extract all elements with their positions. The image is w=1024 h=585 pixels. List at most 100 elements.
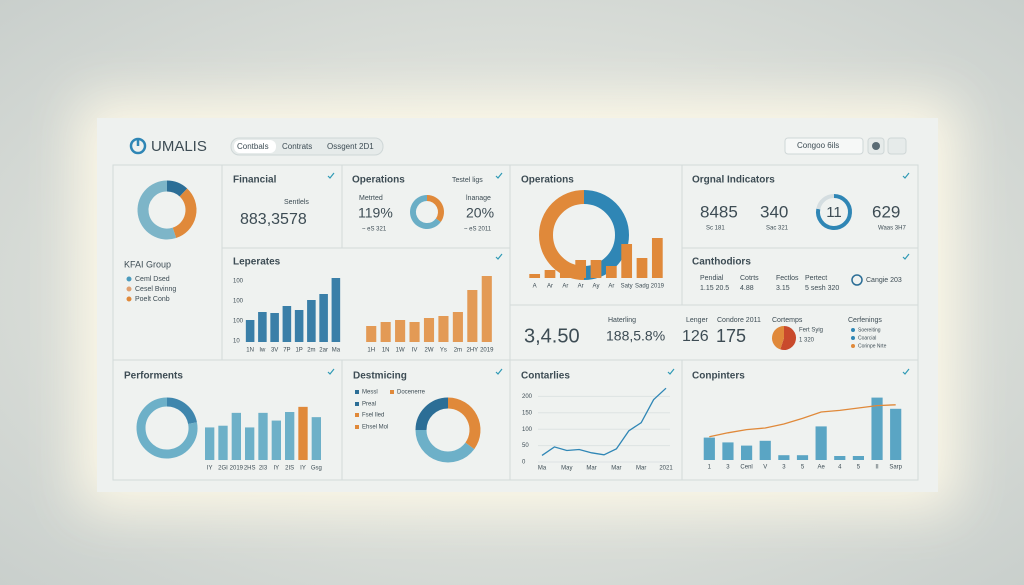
bar (759, 440, 771, 460)
kpi-value: 340 (760, 202, 788, 221)
check-icon (667, 368, 675, 375)
bar (575, 260, 587, 278)
legend-label: Coarcial (858, 335, 876, 341)
x-tick-label: Ae (817, 465, 825, 471)
bar (285, 412, 295, 460)
x-tick-label: II (875, 465, 879, 471)
y-tick-label: 0 (522, 460, 526, 466)
x-tick-label: 7P (283, 348, 290, 354)
legend-swatch (355, 413, 359, 417)
label: Condore 2011 (717, 317, 761, 324)
x-tick-label: 1H (367, 348, 375, 354)
kpi-value: 175 (716, 326, 746, 346)
donut-segment (816, 194, 852, 230)
x-tick-label: Mar (636, 466, 646, 472)
x-tick-label: IY (207, 466, 213, 472)
label: 1.15 20.5 (700, 285, 729, 292)
button[interactable] (887, 137, 907, 155)
panel-title: Canthodiors (692, 257, 751, 268)
x-tick-label: 2GI (218, 466, 228, 472)
line (541, 387, 667, 456)
x-tick-label: Iw (259, 348, 266, 354)
y-tick-label: 200 (522, 394, 533, 400)
y-tick-label: 100 (233, 299, 244, 305)
bar (778, 455, 790, 460)
legend-label: Poelt Conb (135, 296, 170, 303)
search-box[interactable] (784, 137, 864, 155)
legend-label: Ceml Dsed (135, 276, 170, 283)
logo: UMALIS (151, 138, 207, 155)
legend-label: Corinpe Nrte (858, 343, 887, 349)
bar (245, 320, 255, 342)
x-tick-label: A (533, 284, 537, 290)
bar (307, 300, 316, 342)
y-tick-label: 100 (522, 427, 533, 433)
x-tick-label: 5 (801, 465, 805, 471)
label: Lenger (686, 317, 708, 324)
button-icon (872, 142, 880, 150)
y-tick-label: 10 (233, 339, 240, 345)
label: ~ eS 321 (362, 227, 387, 233)
bar (590, 260, 602, 278)
legend-swatch (390, 390, 394, 394)
tab: Contrats (282, 142, 312, 151)
donut-segment (410, 195, 441, 229)
x-tick-label: Mar (586, 466, 596, 472)
x-tick-label: 2019 (230, 466, 244, 472)
tab: Ossgent 2D1 (327, 142, 374, 151)
x-tick-label: Ma (538, 466, 547, 472)
x-tick-label: Gsg (311, 466, 322, 472)
label: Pertect (805, 275, 827, 282)
panel-title: Leperates (233, 257, 281, 268)
panel-title: Performents (124, 371, 183, 382)
x-tick-label: 2I3 (259, 466, 268, 472)
donut-segment (539, 190, 585, 280)
label: Sac 321 (766, 226, 789, 232)
bar (481, 276, 492, 342)
x-tick-label: Ar (578, 284, 584, 290)
kpi-value: 119% (358, 205, 393, 221)
label: ~ eS 2011 (464, 227, 492, 233)
legend-label: Preal (362, 402, 376, 408)
search-text: Congoo 6ils (797, 141, 839, 150)
check-icon (902, 368, 910, 375)
label: Sentlels (284, 199, 309, 206)
donut-segment (772, 326, 785, 350)
bar (366, 326, 377, 342)
bar (467, 290, 478, 342)
bar (319, 294, 328, 342)
x-tick-label: 2021 (659, 466, 673, 472)
line (709, 404, 896, 438)
bar (871, 397, 883, 460)
panel (112, 164, 223, 361)
label: Pendial (700, 275, 724, 282)
kpi-value: 188,5.8% (606, 328, 665, 344)
donut-segment (136, 397, 198, 459)
panel-title: Contarlies (521, 371, 570, 382)
x-tick-label: 1N (246, 348, 254, 354)
legend-swatch (355, 425, 359, 429)
label: Cotrts (740, 275, 759, 282)
bar (294, 310, 304, 342)
donut-segment (780, 326, 796, 350)
bar (298, 406, 308, 460)
bar (796, 455, 809, 460)
bar (395, 320, 406, 342)
badge-icon (851, 274, 863, 286)
label: Fert Syig (799, 328, 823, 334)
legend-label: Messl (362, 390, 378, 396)
x-tick-label: Ma (332, 348, 341, 354)
bar (741, 445, 753, 460)
bar (311, 417, 321, 460)
panel (341, 164, 511, 249)
y-tick-label: 150 (522, 410, 533, 416)
bar (544, 270, 556, 278)
bar (452, 312, 463, 342)
x-tick-label: 2019 (480, 348, 494, 354)
bar (258, 312, 267, 342)
kpi-value: 8485 (700, 202, 738, 221)
y-tick-label: 50 (522, 443, 529, 449)
y-tick-label: 100 (233, 279, 244, 285)
x-tick-label: May (561, 466, 572, 472)
